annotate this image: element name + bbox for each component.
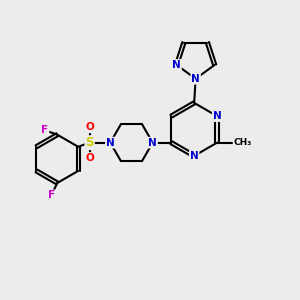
- Text: N: N: [190, 151, 199, 161]
- Text: N: N: [148, 138, 157, 148]
- Text: CH₃: CH₃: [233, 138, 252, 147]
- Text: O: O: [85, 122, 94, 132]
- Text: N: N: [106, 138, 115, 148]
- Text: N: N: [172, 60, 181, 70]
- Text: F: F: [48, 190, 55, 200]
- Text: O: O: [85, 153, 94, 163]
- Text: N: N: [213, 111, 221, 121]
- Text: S: S: [85, 136, 94, 149]
- Text: N: N: [191, 74, 200, 84]
- Text: F: F: [41, 125, 49, 135]
